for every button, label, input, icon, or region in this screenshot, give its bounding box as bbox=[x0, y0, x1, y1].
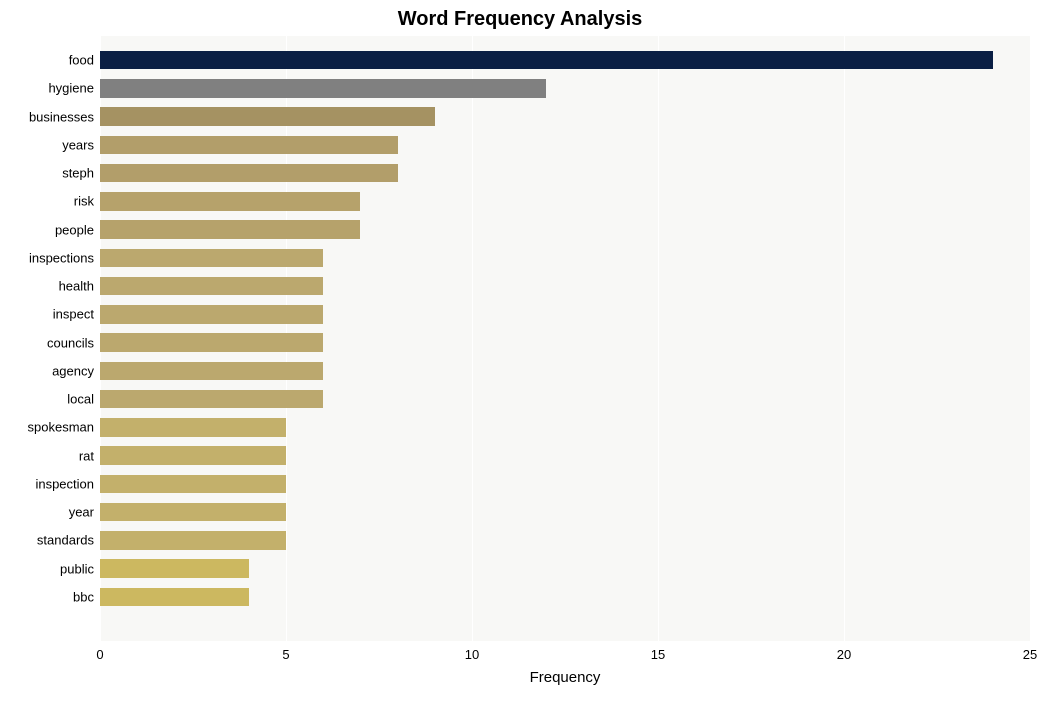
y-tick-label: local bbox=[67, 392, 94, 407]
plot-area: Frequency 0510152025foodhygienebusinesse… bbox=[100, 36, 1030, 641]
y-tick-label: councils bbox=[47, 335, 94, 350]
grid-line bbox=[1030, 36, 1031, 641]
bar bbox=[100, 107, 435, 126]
grid-line bbox=[658, 36, 659, 641]
bar bbox=[100, 559, 249, 578]
bar bbox=[100, 305, 323, 324]
bar bbox=[100, 390, 323, 409]
bar bbox=[100, 79, 546, 98]
bar bbox=[100, 446, 286, 465]
x-tick-label: 0 bbox=[96, 647, 103, 662]
bar bbox=[100, 475, 286, 494]
bar bbox=[100, 362, 323, 381]
y-tick-label: inspections bbox=[29, 250, 94, 265]
bar bbox=[100, 249, 323, 268]
y-tick-label: inspect bbox=[53, 307, 94, 322]
bar bbox=[100, 418, 286, 437]
y-tick-label: people bbox=[55, 222, 94, 237]
bar bbox=[100, 531, 286, 550]
x-tick-label: 20 bbox=[837, 647, 851, 662]
grid-line bbox=[472, 36, 473, 641]
y-tick-label: inspection bbox=[35, 476, 94, 491]
y-tick-label: hygiene bbox=[48, 81, 94, 96]
y-tick-label: standards bbox=[37, 533, 94, 548]
bar bbox=[100, 277, 323, 296]
bar bbox=[100, 192, 360, 211]
y-tick-label: health bbox=[59, 279, 94, 294]
bar bbox=[100, 164, 398, 183]
bar bbox=[100, 503, 286, 522]
grid-line bbox=[844, 36, 845, 641]
bar bbox=[100, 333, 323, 352]
y-tick-label: spokesman bbox=[28, 420, 94, 435]
bar bbox=[100, 51, 993, 70]
x-tick-label: 10 bbox=[465, 647, 479, 662]
y-tick-label: public bbox=[60, 561, 94, 576]
x-tick-label: 15 bbox=[651, 647, 665, 662]
x-tick-label: 25 bbox=[1023, 647, 1037, 662]
y-tick-label: food bbox=[69, 53, 94, 68]
bar bbox=[100, 136, 398, 155]
x-tick-label: 5 bbox=[282, 647, 289, 662]
y-tick-label: years bbox=[62, 137, 94, 152]
chart-title: Word Frequency Analysis bbox=[0, 8, 1040, 31]
y-tick-label: bbc bbox=[73, 589, 94, 604]
y-tick-label: businesses bbox=[29, 109, 94, 124]
y-tick-label: agency bbox=[52, 363, 94, 378]
bar bbox=[100, 588, 249, 607]
bar bbox=[100, 220, 360, 239]
word-frequency-chart: Word Frequency Analysis Frequency 051015… bbox=[0, 0, 1040, 701]
y-tick-label: year bbox=[69, 505, 94, 520]
y-tick-label: steph bbox=[62, 166, 94, 181]
y-tick-label: rat bbox=[79, 448, 94, 463]
y-tick-label: risk bbox=[74, 194, 94, 209]
x-axis-label: Frequency bbox=[530, 669, 601, 686]
